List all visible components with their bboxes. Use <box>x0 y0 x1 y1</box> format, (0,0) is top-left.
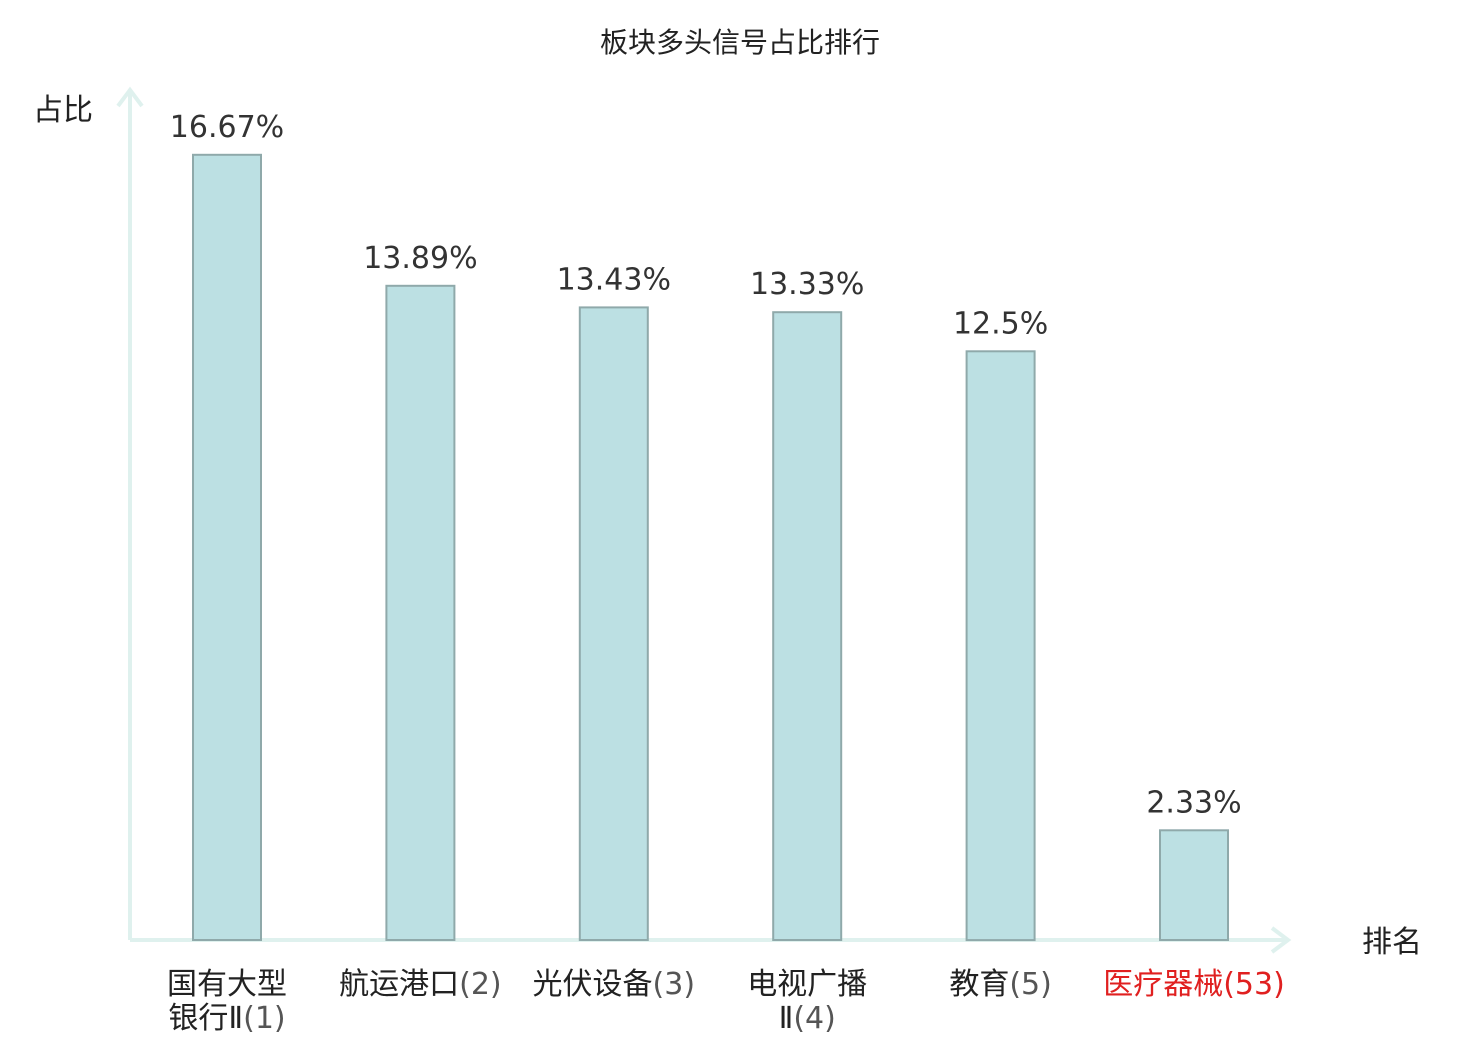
value-labels-group: 16.67% 13.89% 13.43% 13.33% 12.5% 2.33% <box>170 110 1242 820</box>
category-label-3: 光伏设备(3) <box>533 967 696 1002</box>
x-axis-arrow <box>1270 926 1292 954</box>
value-label-5: 12.5% <box>953 306 1048 341</box>
axes <box>116 86 1292 954</box>
value-label-3: 13.43% <box>557 262 671 297</box>
bar-6 <box>1159 829 1229 941</box>
value-label-1: 16.67% <box>170 110 284 145</box>
bar-2 <box>385 284 456 941</box>
value-label-6: 2.33% <box>1146 785 1241 820</box>
bar-1 <box>192 153 262 942</box>
y-axis-arrow <box>116 86 144 108</box>
category-label-1-line-2: 银行Ⅱ(1) <box>168 1001 285 1036</box>
category-label-4-line-2: Ⅱ(4) <box>779 1001 836 1036</box>
category-label-6: 医疗器械(53) <box>1103 967 1285 1002</box>
bar-5 <box>965 350 1036 942</box>
bar-4 <box>772 311 843 941</box>
value-label-2: 13.89% <box>363 241 477 276</box>
category-label-1-line-1: 国有大型 <box>167 967 287 1002</box>
bar-3 <box>578 306 649 941</box>
value-label-4: 13.33% <box>750 267 864 302</box>
bars-group <box>192 153 1229 942</box>
y-axis-label: 占比 <box>33 93 93 128</box>
category-label-2: 航运港口(2) <box>339 967 502 1002</box>
x-axis-label: 排名 <box>1362 925 1422 960</box>
category-label-5: 教育(5) <box>949 967 1052 1002</box>
chart-title: 板块多头信号占比排行 <box>600 26 880 59</box>
category-label-4-line-1: 电视广播 <box>747 967 867 1002</box>
